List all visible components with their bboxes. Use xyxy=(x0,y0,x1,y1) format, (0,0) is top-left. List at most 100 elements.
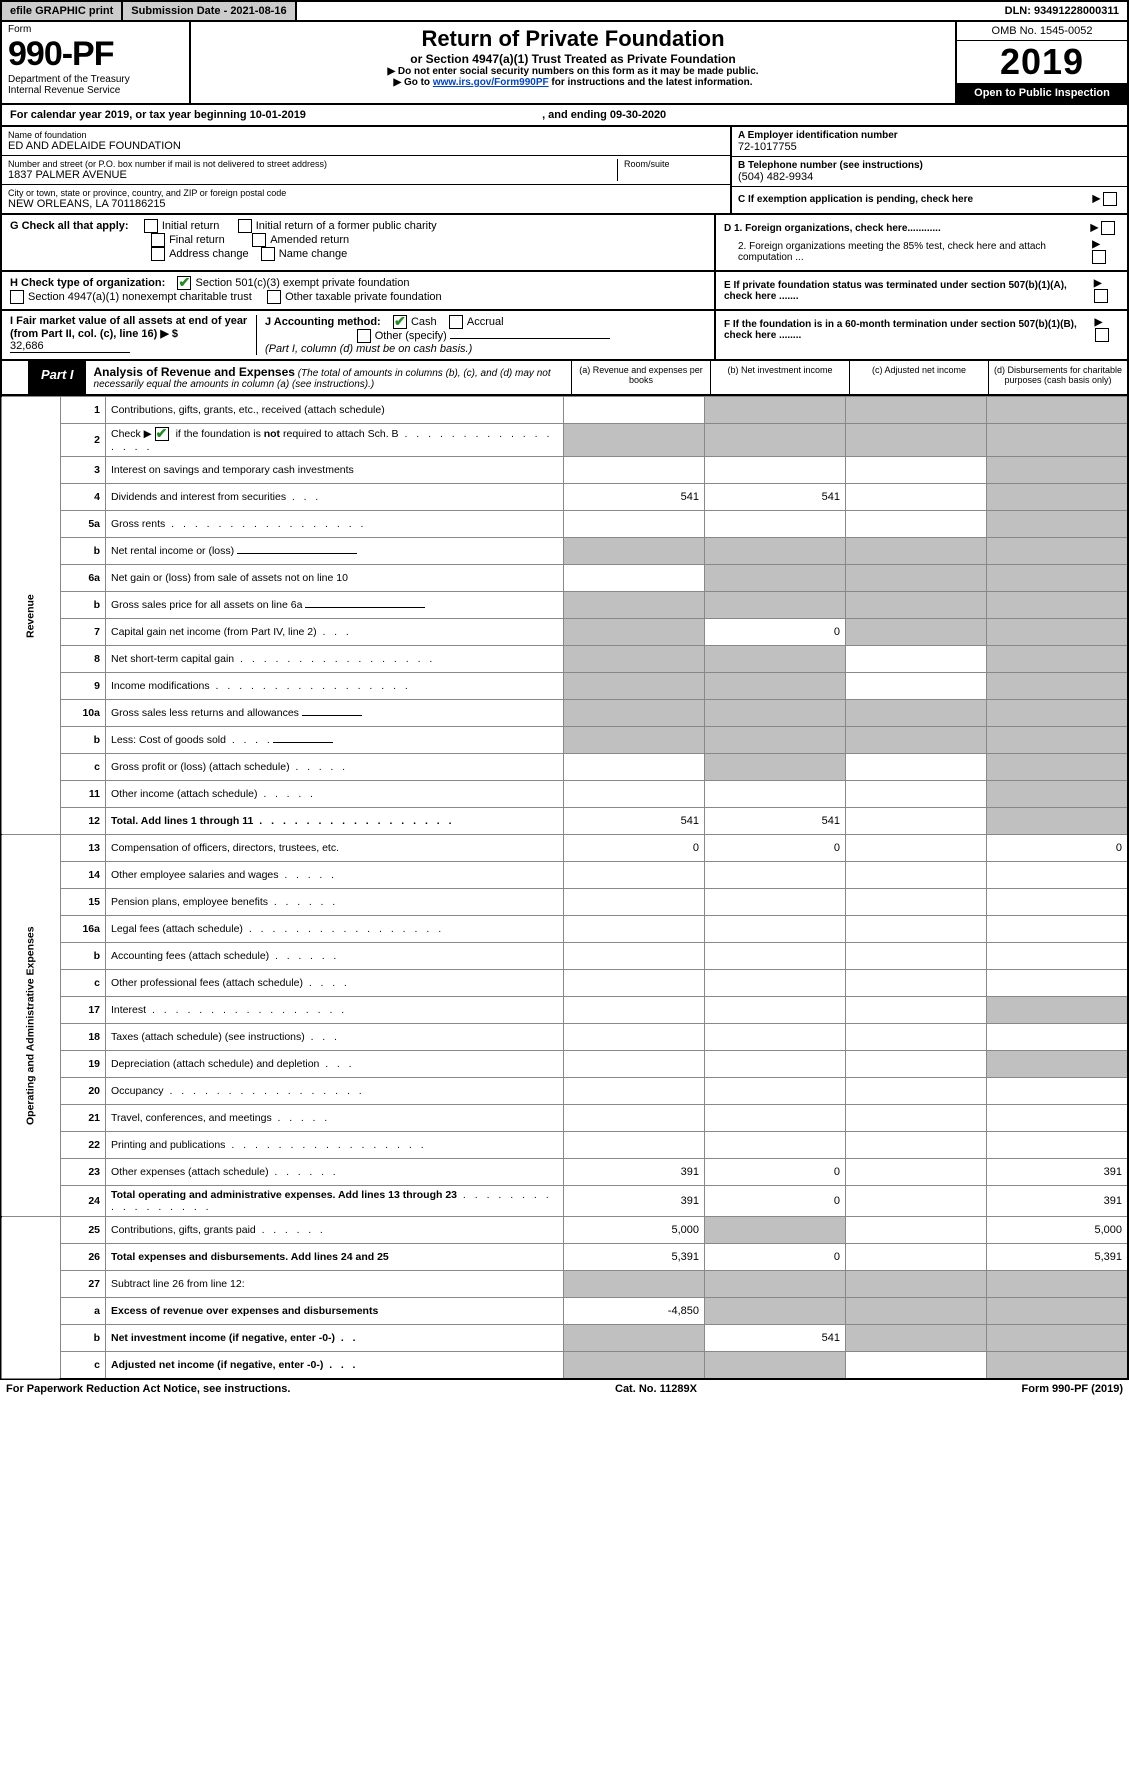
table-row: 17Interest xyxy=(1,997,1128,1024)
table-row: Operating and Administrative Expenses 13… xyxy=(1,835,1128,862)
f-right: F If the foundation is in a 60-month ter… xyxy=(714,311,1127,359)
table-row: cAdjusted net income (if negative, enter… xyxy=(1,1352,1128,1380)
h-other-checkbox[interactable] xyxy=(267,290,281,304)
f-checkbox[interactable] xyxy=(1095,328,1109,342)
table-row: 25Contributions, gifts, grants paid . . … xyxy=(1,1217,1128,1244)
j-accrual: Accrual xyxy=(467,316,504,328)
table-row: aExcess of revenue over expenses and dis… xyxy=(1,1298,1128,1325)
footer-right: Form 990-PF (2019) xyxy=(1022,1383,1123,1395)
table-row: 10aGross sales less returns and allowanc… xyxy=(1,700,1128,727)
table-row: 24Total operating and administrative exp… xyxy=(1,1186,1128,1217)
j-accrual-checkbox[interactable] xyxy=(449,315,463,329)
irs-label: Internal Revenue Service xyxy=(8,85,183,96)
dln: DLN: 93491228000311 xyxy=(997,2,1127,20)
e-checkbox[interactable] xyxy=(1094,289,1108,303)
table-row: 19Depreciation (attach schedule) and dep… xyxy=(1,1051,1128,1078)
i-cell: I Fair market value of all assets at end… xyxy=(10,315,257,355)
h-4947-checkbox[interactable] xyxy=(10,290,24,304)
open-public: Open to Public Inspection xyxy=(957,83,1127,103)
top-bar: efile GRAPHIC print Submission Date - 20… xyxy=(0,0,1129,22)
g-initial: Initial return xyxy=(162,220,219,232)
efile-print-button[interactable]: efile GRAPHIC print xyxy=(2,2,123,20)
h-opt2: Section 4947(a)(1) nonexempt charitable … xyxy=(28,291,252,303)
table-row: 16aLegal fees (attach schedule) xyxy=(1,916,1128,943)
form-subtitle: or Section 4947(a)(1) Trust Treated as P… xyxy=(195,52,951,66)
table-row: 12Total. Add lines 1 through 11541541 xyxy=(1,808,1128,835)
table-row: 9Income modifications xyxy=(1,673,1128,700)
h-label: H Check type of organization: xyxy=(10,277,165,289)
phone-value: (504) 482-9934 xyxy=(738,171,1121,183)
expenses-label: Operating and Administrative Expenses xyxy=(1,835,61,1217)
g-block: G Check all that apply: Initial return I… xyxy=(0,215,1129,272)
cy-end: 09-30-2020 xyxy=(610,109,666,121)
d2-checkbox[interactable] xyxy=(1092,250,1106,264)
g-name-change-checkbox[interactable] xyxy=(261,247,275,261)
j-other: Other (specify) xyxy=(375,330,447,342)
table-row: 27Subtract line 26 from line 12: xyxy=(1,1271,1128,1298)
g-initial-former: Initial return of a former public charit… xyxy=(256,220,437,232)
g-initial-checkbox[interactable] xyxy=(144,219,158,233)
table-row: 15Pension plans, employee benefits . . .… xyxy=(1,889,1128,916)
col-c-head: (c) Adjusted net income xyxy=(849,361,988,394)
cy-mid: , and ending xyxy=(542,109,610,121)
irs-link[interactable]: www.irs.gov/Form990PF xyxy=(433,77,549,88)
e-label: E If private foundation status was termi… xyxy=(724,280,1094,302)
j-other-field[interactable] xyxy=(450,338,610,339)
table-row: bAccounting fees (attach schedule) . . .… xyxy=(1,943,1128,970)
instr-link-row: ▶ Go to www.irs.gov/Form990PF for instru… xyxy=(195,77,951,88)
table-row: 3Interest on savings and temporary cash … xyxy=(1,457,1128,484)
table-row: 21Travel, conferences, and meetings . . … xyxy=(1,1105,1128,1132)
e-right: E If private foundation status was termi… xyxy=(714,272,1127,309)
fmv-value: 32,686 xyxy=(10,340,130,353)
table-row: 26Total expenses and disbursements. Add … xyxy=(1,1244,1128,1271)
table-row: 7Capital gain net income (from Part IV, … xyxy=(1,619,1128,646)
j-cell: J Accounting method: Cash Accrual Other … xyxy=(257,315,706,355)
sch-b-checkbox[interactable] xyxy=(155,427,169,441)
city-state-zip: NEW ORLEANS, LA 701186215 xyxy=(8,198,724,210)
table-row: 20Occupancy xyxy=(1,1078,1128,1105)
g-initial-former-checkbox[interactable] xyxy=(238,219,252,233)
col-b-head: (b) Net investment income xyxy=(710,361,849,394)
part1-tab: Part I xyxy=(29,361,86,394)
form-title: Return of Private Foundation xyxy=(195,26,951,52)
j-other-checkbox[interactable] xyxy=(357,329,371,343)
entity-block: Name of foundation ED AND ADELAIDE FOUND… xyxy=(0,127,1129,215)
revenue-label: Revenue xyxy=(1,397,61,835)
footer-left: For Paperwork Reduction Act Notice, see … xyxy=(6,1383,290,1395)
name-label: Name of foundation xyxy=(8,130,724,140)
foundation-name: ED AND ADELAIDE FOUNDATION xyxy=(8,140,724,152)
table-row: Revenue 1Contributions, gifts, grants, e… xyxy=(1,397,1128,424)
d-right: D 1. Foreign organizations, check here..… xyxy=(714,215,1127,270)
ein-label: A Employer identification number xyxy=(738,130,1121,141)
c-checkbox[interactable] xyxy=(1103,192,1117,206)
header-right: OMB No. 1545-0052 2019 Open to Public In… xyxy=(957,22,1127,103)
part1-header: Part I Analysis of Revenue and Expenses … xyxy=(0,361,1129,396)
instr-post: for instructions and the latest informat… xyxy=(551,77,752,88)
vert-spacer xyxy=(2,361,29,394)
h-501c3-checkbox[interactable] xyxy=(177,276,191,290)
table-row: 14Other employee salaries and wages . . … xyxy=(1,862,1128,889)
addr-label: Number and street (or P.O. box number if… xyxy=(8,159,617,169)
i-label: I Fair market value of all assets at end… xyxy=(10,315,247,340)
instr-ssn: ▶ Do not enter social security numbers o… xyxy=(195,66,951,77)
cy-begin: 10-01-2019 xyxy=(250,109,306,121)
c-label: C If exemption application is pending, c… xyxy=(738,194,973,205)
ij-left: I Fair market value of all assets at end… xyxy=(2,311,714,359)
table-row: bGross sales price for all assets on lin… xyxy=(1,592,1128,619)
ein-value: 72-1017755 xyxy=(738,141,1121,153)
d1-checkbox[interactable] xyxy=(1101,221,1115,235)
header-center: Return of Private Foundation or Section … xyxy=(191,22,957,103)
g-final-checkbox[interactable] xyxy=(151,233,165,247)
g-amended-checkbox[interactable] xyxy=(252,233,266,247)
cell-phone: B Telephone number (see instructions) (5… xyxy=(732,157,1127,187)
phone-label: B Telephone number (see instructions) xyxy=(738,160,1121,171)
city-label: City or town, state or province, country… xyxy=(8,188,724,198)
g-addr-change-checkbox[interactable] xyxy=(151,247,165,261)
g-addr-change: Address change xyxy=(169,248,249,260)
table-row: cOther professional fees (attach schedul… xyxy=(1,970,1128,997)
dept-treasury: Department of the Treasury xyxy=(8,74,183,85)
analysis-table: Revenue 1Contributions, gifts, grants, e… xyxy=(0,396,1129,1380)
cell-name: Name of foundation ED AND ADELAIDE FOUND… xyxy=(2,127,730,156)
j-cash-checkbox[interactable] xyxy=(393,315,407,329)
table-row: 6aNet gain or (loss) from sale of assets… xyxy=(1,565,1128,592)
